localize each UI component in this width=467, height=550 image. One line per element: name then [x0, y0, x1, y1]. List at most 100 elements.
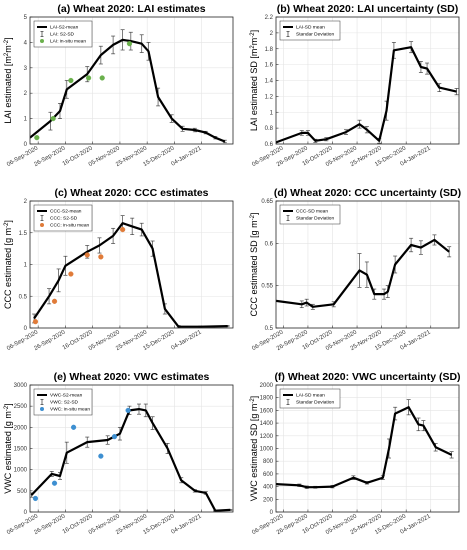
y-tick-label: 1	[270, 110, 274, 116]
x-tick-label: 04-Jan-2021	[170, 329, 203, 351]
insitu-point	[68, 77, 74, 84]
insitu-point	[126, 41, 133, 47]
legend-label: VWC-S2-mean	[50, 393, 83, 399]
legend-label: VWC: S2-SD	[50, 400, 79, 406]
chart-title: (e) Wheat 2020: VWC estimates	[54, 371, 210, 383]
y-tick-label: 1.5	[19, 231, 28, 237]
insitu-point	[68, 271, 74, 277]
legend-dot-symbol	[40, 223, 44, 227]
y-tick-label: 2500	[14, 404, 28, 410]
insitu-point	[98, 254, 104, 260]
y-tick-label: 4	[24, 40, 28, 46]
y-tick-label: 1500	[14, 447, 28, 453]
y-tick-label: 500	[17, 489, 28, 495]
legend-label: Standar Deviation	[296, 400, 334, 406]
series-layer	[276, 399, 454, 489]
insitu-point	[99, 75, 105, 81]
x-tick-label: 04-Jan-2021	[170, 145, 203, 167]
y-tick-label: 1000	[14, 468, 28, 474]
axes-box	[275, 384, 460, 513]
legend-box	[33, 20, 93, 48]
legend-label: CCC-SD mean	[296, 209, 328, 215]
y-tick-label: 1.8	[265, 47, 274, 53]
y-tick-label: 600	[263, 472, 274, 478]
legend-label: CCC: S2-SD	[50, 216, 78, 222]
insitu-point	[85, 75, 92, 81]
chart-title: (b) Wheat 2020: LAI uncertainty (SD)	[277, 3, 458, 15]
legend-label: VWC: in-situ mean	[50, 407, 90, 413]
panel-e: 06-Sep-202026-Sep-202016-Oct-202005-Nov-…	[3, 371, 234, 536]
chart-title: (d) Wheat 2020: CCC uncertainty (SD)	[274, 187, 461, 199]
series-layer	[30, 403, 233, 512]
mean-line	[276, 46, 457, 144]
panel-c: 06-Sep-202026-Sep-202016-Oct-202005-Nov-…	[3, 187, 234, 352]
y-tick-label: 0.6	[265, 241, 274, 247]
chart-title: (c) Wheat 2020: CCC estimates	[54, 187, 208, 199]
legend-box	[33, 204, 93, 232]
y-axis-label: VWC estimated [g m-2]	[3, 403, 13, 493]
series-layer	[30, 29, 227, 144]
y-tick-label: 1200	[260, 434, 274, 440]
insitu-point	[125, 407, 131, 414]
legend-label: LAI-SD mean	[296, 393, 325, 399]
y-tick-label: 1.4	[265, 79, 274, 85]
axes-box	[29, 200, 234, 329]
series-layer	[276, 41, 459, 144]
y-tick-label: 1	[24, 117, 28, 123]
legend-label: Standar Deviation	[296, 216, 334, 222]
y-tick-label: 0.55	[261, 284, 273, 290]
legend-label: LAI: S2-SD	[50, 32, 75, 38]
y-tick-label: 0	[270, 510, 274, 516]
legend-box	[279, 388, 341, 409]
legend-box	[33, 388, 93, 416]
insitu-point	[50, 115, 56, 122]
y-tick-label: 1400	[260, 421, 274, 427]
y-tick-label: 1800	[260, 396, 274, 402]
y-tick-label: 1	[24, 263, 28, 269]
legend-dot-symbol	[40, 407, 44, 411]
y-tick-label: 3	[24, 66, 28, 72]
legend-label: CCC-S2-mean	[50, 209, 82, 215]
series-layer	[276, 234, 452, 310]
legend-label: LAI: in-situ mean	[50, 39, 86, 45]
insitu-point	[98, 453, 104, 459]
y-tick-label: 400	[263, 485, 274, 491]
insitu-point	[70, 424, 77, 430]
y-tick-label: 2	[24, 199, 28, 205]
panel-b: 06-Sep-202026-Sep-202016-Oct-202005-Nov-…	[249, 3, 460, 168]
y-axis-label: CCC estimated [g m-2]	[3, 220, 13, 309]
y-tick-label: 2000	[14, 425, 28, 431]
panel-a: 06-Sep-202026-Sep-202016-Oct-202005-Nov-…	[3, 3, 234, 168]
y-tick-label: 1.2	[265, 94, 274, 100]
y-tick-label: 1600	[260, 408, 274, 414]
y-tick-label: 0	[24, 510, 28, 516]
mean-line	[30, 38, 226, 143]
y-tick-label: 0.8	[265, 126, 274, 132]
y-tick-label: 0.65	[261, 199, 273, 205]
mean-line	[276, 238, 450, 308]
legend-box	[279, 204, 341, 225]
y-tick-label: 0	[24, 326, 28, 332]
y-tick-label: 1.6	[265, 63, 274, 69]
chart-title: (a) Wheat 2020: LAI estimates	[57, 3, 205, 15]
panel-f: 06-Sep-202026-Sep-202016-Oct-202005-Nov-…	[249, 371, 461, 536]
y-tick-label: 2	[24, 91, 28, 97]
x-tick-label: 04-Jan-2021	[170, 513, 203, 535]
y-axis-label: CCC estimated SD [g m-2]	[249, 213, 259, 317]
y-axis-label: LAI estimated SD [m2m-2]	[249, 30, 259, 131]
insitu-point	[32, 319, 39, 325]
y-tick-label: 0.5	[265, 326, 274, 332]
legend-label: Standar Deviation	[296, 32, 334, 38]
insitu-point	[84, 252, 90, 258]
y-tick-label: 200	[263, 497, 274, 503]
legend-dot-symbol	[40, 39, 44, 43]
legend-label: LAI-SD mean	[296, 25, 325, 31]
mean-line	[33, 222, 228, 328]
y-tick-label: 0.5	[19, 294, 28, 300]
legend-label: CCC: in-situ mean	[50, 223, 90, 229]
